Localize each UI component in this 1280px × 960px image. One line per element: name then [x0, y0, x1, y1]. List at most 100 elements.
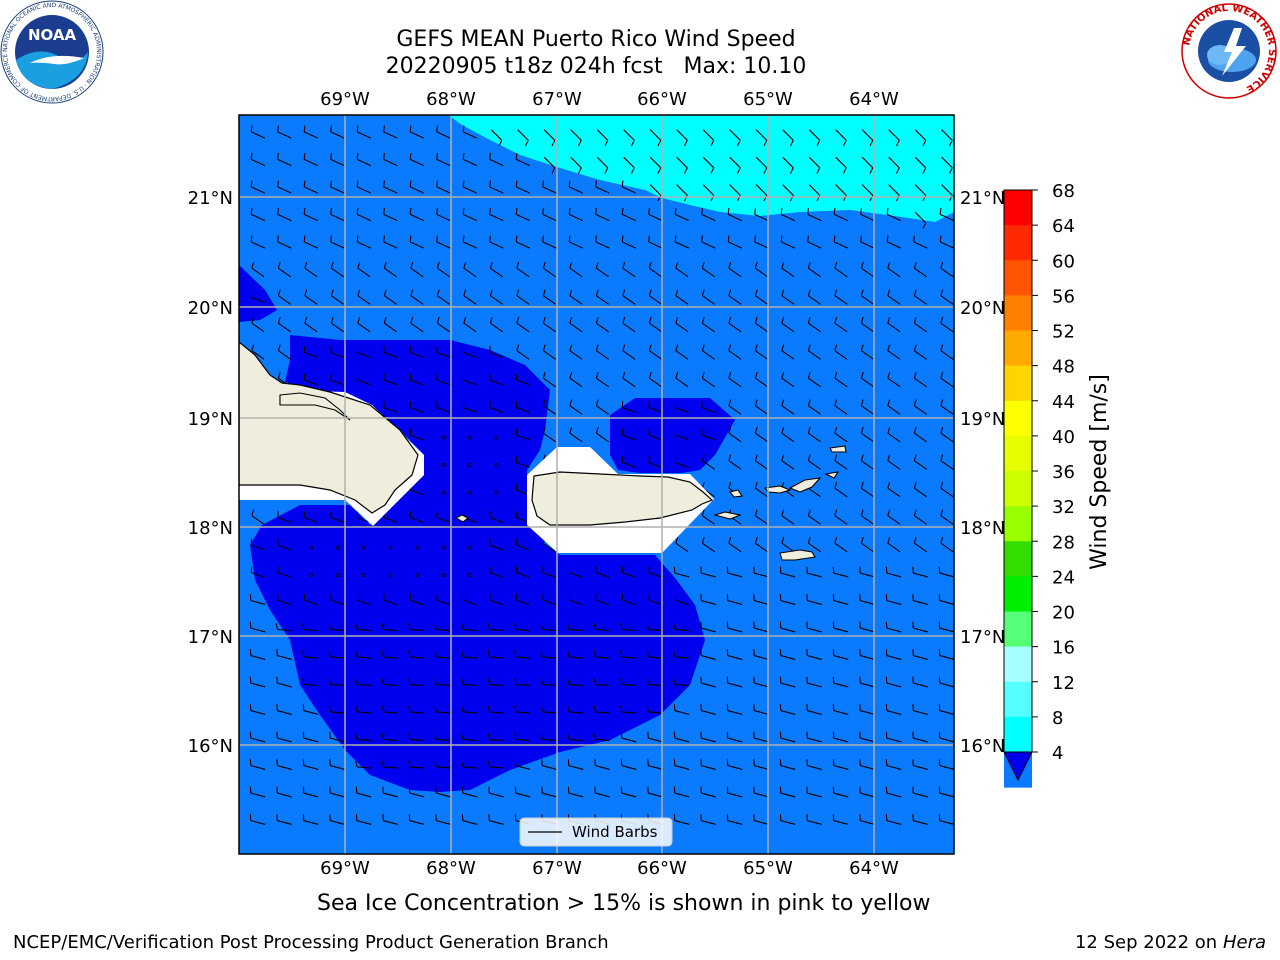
wind-barb — [887, 454, 901, 470]
wind-barb — [542, 207, 557, 222]
wind-barb — [860, 426, 874, 443]
wind-barb — [436, 180, 451, 194]
wind-barb — [461, 786, 478, 798]
wind-barb — [834, 371, 848, 388]
wind-barb — [674, 401, 689, 413]
wind-barb — [487, 760, 504, 769]
wind-barb — [436, 235, 451, 249]
wind-barb — [887, 481, 901, 498]
wind-barb — [595, 566, 610, 578]
wind-barb — [781, 316, 795, 333]
wind-barb — [728, 536, 742, 553]
wind-barb — [410, 261, 424, 278]
wind-barb — [885, 704, 902, 715]
wind-barb — [593, 705, 610, 714]
wind-barb — [275, 623, 292, 632]
wind-barb — [462, 373, 477, 386]
wind-barb — [461, 623, 478, 632]
wind-barb — [515, 538, 530, 551]
wind-barb — [701, 428, 716, 441]
wind-barb — [249, 594, 266, 605]
wind-barb — [782, 129, 794, 147]
calm-wind-marker — [335, 545, 340, 550]
wind-barb — [728, 371, 742, 388]
colorbar-tick-label: 28 — [1052, 532, 1075, 553]
wind-barb — [540, 705, 557, 714]
wind-barb — [885, 814, 902, 825]
wind-barb — [408, 705, 425, 714]
wind-barb — [832, 676, 849, 688]
wind-barb — [356, 235, 372, 249]
wind-barb — [569, 426, 583, 443]
wind-barb — [860, 289, 874, 305]
wind-barb — [888, 184, 900, 202]
wind-barb — [356, 180, 372, 194]
latitude-label: 17°N — [188, 627, 233, 648]
wind-barb — [887, 316, 901, 333]
wind-barb — [249, 704, 266, 715]
wind-barb — [620, 650, 637, 659]
wind-barb — [302, 759, 319, 770]
wind-barb — [780, 207, 796, 222]
wind-barb — [728, 261, 742, 278]
wind-barb — [383, 235, 398, 249]
wind-barb — [434, 650, 451, 659]
colorbar-tick-label: 32 — [1052, 497, 1075, 518]
wind-barb — [779, 649, 796, 660]
wind-barb — [781, 371, 795, 388]
wind-barb — [674, 456, 689, 468]
wind-barb — [726, 621, 743, 633]
wind-barb — [859, 704, 875, 715]
colorbar-label: Wind Speed [m/s] — [1087, 374, 1112, 570]
wind-barb — [596, 156, 609, 174]
coastline-culebra — [729, 489, 743, 498]
wind-barb — [436, 207, 451, 222]
longitude-label: 68°W — [426, 858, 476, 879]
wind-barb — [381, 623, 398, 632]
wind-barb — [304, 316, 318, 333]
wind-barb — [807, 371, 821, 388]
coastline-anegada — [824, 471, 840, 479]
wind-band-below-4 — [250, 335, 705, 792]
wind-barb — [940, 481, 954, 498]
wind-barb — [753, 731, 769, 743]
colorbar-segment — [1004, 611, 1032, 648]
colorbar-segment — [1004, 225, 1032, 261]
wind-barb — [595, 344, 609, 360]
wind-barb — [913, 426, 927, 443]
latitude-label: 20°N — [960, 298, 1005, 319]
wind-barb — [568, 207, 584, 222]
wind-barb — [914, 211, 927, 229]
wind-barb — [753, 621, 769, 633]
wind-barb — [514, 759, 531, 770]
wind-barb — [409, 511, 424, 523]
wind-barb — [649, 184, 662, 202]
wind-barb — [860, 481, 874, 498]
footer-machine: Hera — [1222, 932, 1266, 953]
wind-barb — [489, 207, 504, 222]
wind-barb — [861, 156, 874, 174]
wind-barb — [383, 152, 398, 167]
wind-barb — [514, 650, 531, 659]
land-puerto-rico — [531, 471, 714, 526]
wind-barb — [568, 593, 583, 606]
wind-barb — [489, 566, 504, 578]
wind-barb — [330, 180, 345, 194]
wind-barb — [779, 731, 796, 743]
wind-barb — [357, 316, 371, 333]
wind-barb — [595, 207, 610, 222]
wind-barb — [623, 156, 635, 174]
wind-barb — [807, 454, 821, 470]
wind-barb — [516, 289, 530, 305]
wind-barb — [648, 261, 662, 278]
wind-barb — [913, 261, 927, 278]
wind-barb — [277, 593, 292, 606]
wind-barb — [462, 346, 477, 358]
colorbar-segment — [1004, 260, 1032, 296]
legend-box — [519, 817, 673, 847]
wind-barb — [277, 511, 292, 523]
wind-barb — [755, 129, 768, 147]
wind-barb — [648, 235, 663, 249]
wind-barb — [834, 426, 848, 443]
